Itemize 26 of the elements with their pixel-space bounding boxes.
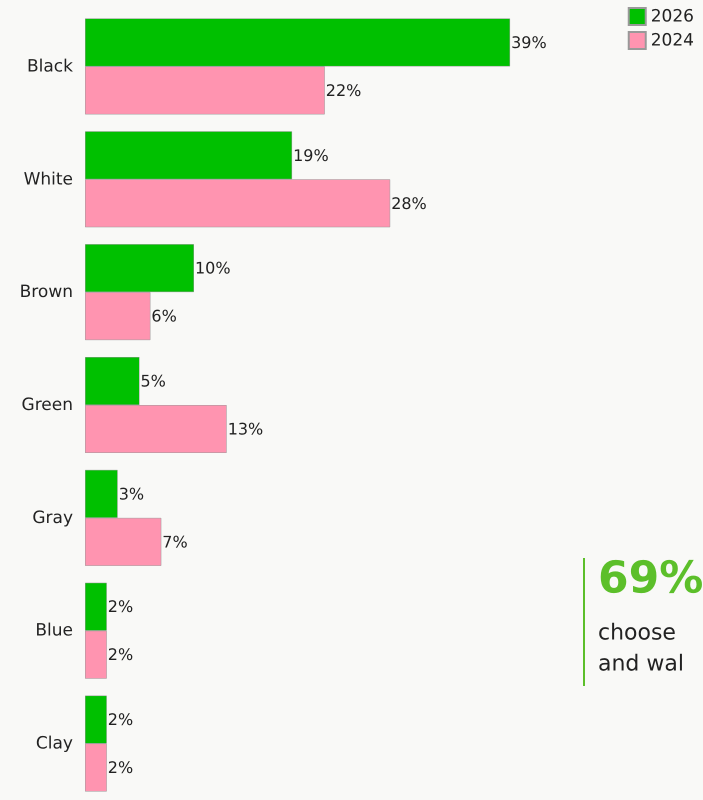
data-label: 19%: [293, 146, 329, 165]
y-tick-label: Green: [22, 395, 73, 415]
data-label: 2%: [108, 710, 134, 730]
data-label: 2%: [108, 758, 134, 778]
y-tick-label: Gray: [32, 508, 73, 528]
text: choose: [598, 620, 676, 646]
y-tick-label: Brown: [20, 282, 73, 302]
text: and wal: [598, 652, 684, 676]
data-label: 5%: [140, 372, 166, 390]
data-label: 22%: [326, 80, 362, 100]
data-label: 13%: [228, 420, 264, 438]
data-label: 2%: [108, 597, 134, 616]
legend-label: 2026: [650, 6, 694, 26]
y-tick-label: Clay: [36, 734, 73, 754]
data-label: 7%: [162, 532, 188, 552]
y-tick-label: White: [24, 169, 73, 190]
legend-label: 2024: [650, 30, 694, 50]
data-label: 6%: [151, 306, 177, 326]
data-label: 28%: [391, 194, 427, 213]
y-tick-label: Black: [27, 56, 74, 76]
data-label: 10%: [195, 258, 231, 278]
data-label: 2%: [108, 645, 134, 664]
data-label: 39%: [511, 32, 547, 52]
y-tick-label: Blue: [35, 620, 73, 641]
data-label: 3%: [118, 484, 144, 504]
text: 69%: [598, 552, 703, 604]
